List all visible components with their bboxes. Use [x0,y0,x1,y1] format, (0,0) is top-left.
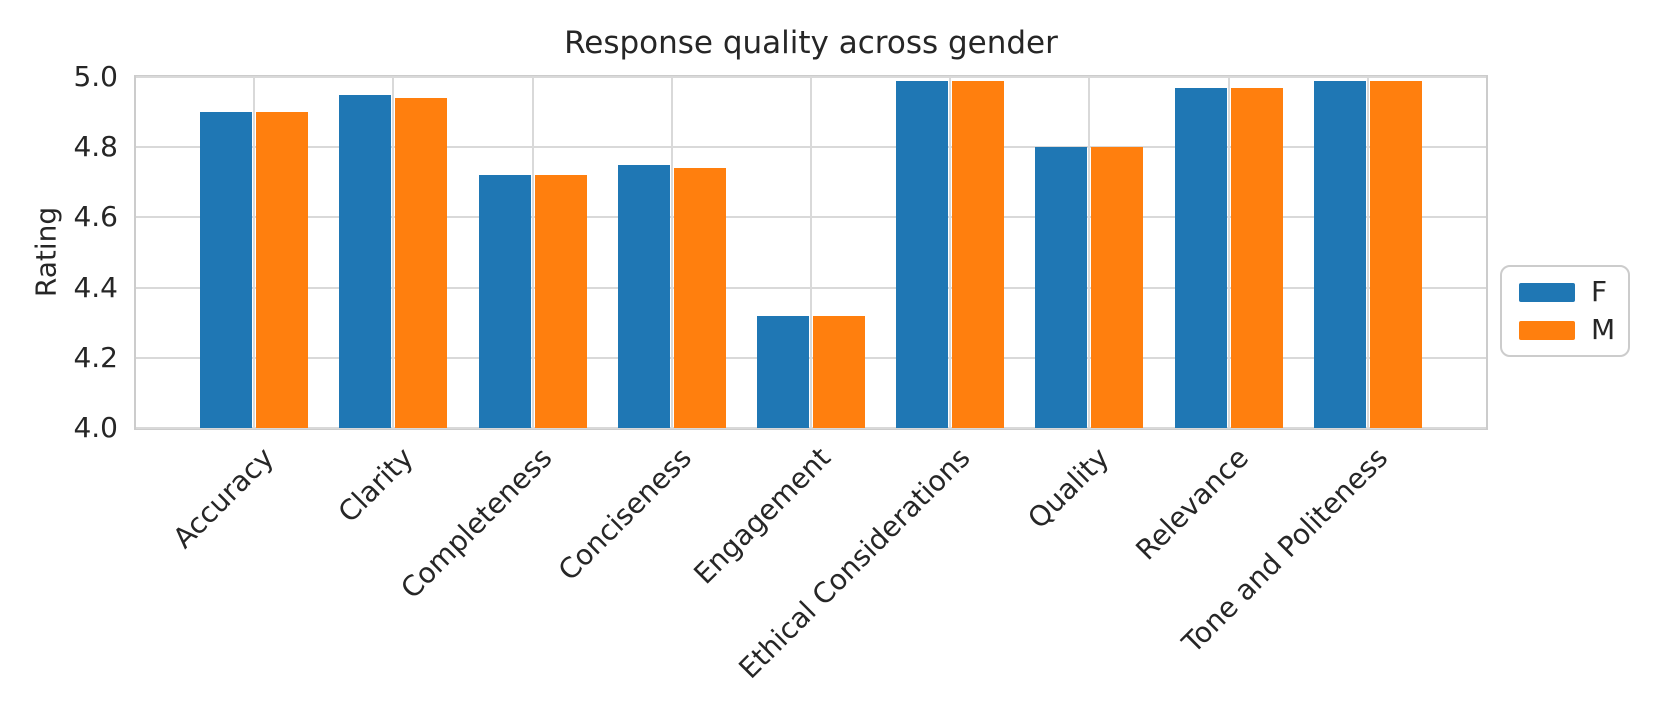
legend-label-m: M [1591,313,1616,346]
legend-item-f: F [1519,275,1628,308]
legend-item-m: M [1519,313,1628,346]
x-tick-label-clarity: Clarity [331,441,420,529]
bar-f-ethical-considerations [896,80,949,428]
gridline-x-tone-and-politeness [1366,77,1369,428]
y-tick-label-5: 5.0 [73,60,118,93]
x-tick-label-engagement: Engagement [687,441,838,591]
gridline-x-ethical-considerations [949,77,952,428]
bar-m-completeness [534,175,587,428]
gridline-x-accuracy [253,77,256,428]
gridline-x-completeness [531,77,534,428]
bar-f-conciseness [617,164,670,428]
bar-m-accuracy [256,112,309,428]
bar-m-conciseness [673,168,726,428]
y-tick-label-4: 4.0 [73,411,118,444]
bar-f-completeness [478,175,531,428]
bar-f-clarity [339,94,392,428]
gridline-x-quality [1088,77,1091,428]
x-tick-label-relevance: Relevance [1129,441,1256,567]
gridline-x-engagement [810,77,812,428]
x-tick-label-accuracy: Accuracy [166,441,281,555]
bar-f-quality [1035,147,1088,428]
gridline-x-conciseness [670,77,673,428]
y-tick-label-4.2: 4.2 [73,340,118,374]
y-tick-label-4.6: 4.6 [73,200,118,234]
plot-area [134,75,1488,430]
bar-m-ethical-considerations [952,80,1005,428]
bar-f-relevance [1174,87,1227,428]
bar-f-tone-and-politeness [1313,80,1366,428]
legend-swatch-m [1519,320,1575,340]
bar-m-engagement [813,315,865,428]
x-tick-label-quality: Quality [1021,441,1116,536]
chart-title: Response quality across gender [564,25,1058,61]
bar-m-tone-and-politeness [1369,80,1422,428]
bar-f-engagement [757,315,809,428]
legend-swatch-f [1519,282,1575,302]
bar-m-relevance [1230,87,1283,428]
x-tick-label-conciseness: Conciseness [552,441,699,588]
bar-m-clarity [395,98,448,428]
gridline-x-relevance [1227,77,1230,428]
bar-f-accuracy [200,112,253,428]
gridline-x-clarity [392,77,395,428]
y-tick-label-4.8: 4.8 [73,130,118,164]
bar-m-quality [1091,147,1144,428]
gridline-y-4 [136,427,1486,429]
legend-label-f: F [1591,275,1608,308]
x-tick-label-ethical-considerations: Ethical Considerations [732,441,977,686]
y-tick-label-4.4: 4.4 [73,270,118,304]
x-tick-label-completeness: Completeness [394,441,559,606]
